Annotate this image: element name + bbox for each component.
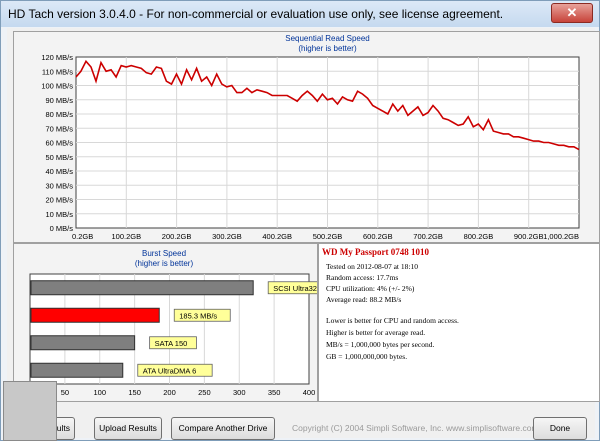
upload-results-button[interactable]: Upload Results [94,417,162,440]
seq-y-tick-label: 0 MB/s [50,224,74,233]
burst-bar-label-bg [149,336,197,350]
title-bar: HD Tach version 3.0.4.0 - For non-commer… [1,1,599,27]
seq-y-tick-label: 70 MB/s [45,124,73,133]
compare-drive-button[interactable]: Compare Another Drive [171,417,275,440]
seq-x-tick-label: 500.2GB [313,232,343,241]
seq-x-tick-label: 900.2GB [514,232,544,241]
sequential-read-chart: Sequential Read Speed(higher is better) 0… [41,34,580,241]
copyright-text: Copyright (C) 2004 Simpli Software, Inc.… [292,423,539,433]
burst-bar-label: SCSI Ultra320 [273,284,317,293]
seq-y-tick-label: 10 MB/s [45,210,73,219]
burst-chart-subtitle: (higher is better) [135,259,194,268]
burst-x-tick-label: 400 [303,388,316,397]
app-logo-icon [3,381,57,441]
seq-y-tick-label: 20 MB/s [45,196,73,205]
seq-y-tick-label: 60 MB/s [45,139,73,148]
seq-y-tick-label: 90 MB/s [45,96,73,105]
seq-y-tick-label: 120 MB/s [41,53,73,62]
seq-x-tick-label: 400.2GB [262,232,292,241]
seq-x-tick-label: 300.2GB [212,232,242,241]
seq-y-tick-label: 30 MB/s [45,181,73,190]
burst-bar-label: 185.3 MB/s [179,311,217,320]
window-title: HD Tach version 3.0.4.0 - For non-commer… [8,7,504,21]
client-area: Sequential Read Speed (higher is better) 0… [7,28,600,438]
burst-bar [30,335,136,351]
seq-x-tick-label: 200.2GB [162,232,192,241]
note-gb-def: GB = 1,000,000,000 bytes. [326,352,408,361]
seq-y-tick-label: 50 MB/s [45,153,73,162]
burst-bar [30,280,254,296]
info-cpu: CPU utilization: 4% (+/- 2%) [326,284,415,293]
burst-x-tick-label: 350 [268,388,281,397]
burst-chart-title: Burst Speed [142,249,186,258]
done-button[interactable]: Done [533,417,587,440]
seq-x-tick-label: 600.2GB [363,232,393,241]
seq-read-series-line [75,59,580,151]
seq-chart-title: Sequential Read Speed [285,34,370,43]
seq-chart-subtitle: (higher is better) [298,44,357,53]
seq-y-tick-label: 40 MB/s [45,167,73,176]
info-random-access: Random access: 17.7ms [326,273,399,282]
close-icon: ✕ [566,5,578,20]
burst-bar [30,307,160,323]
info-average-read: Average read: 88.2 MB/s [326,295,402,304]
burst-bar-label-bg [137,363,213,377]
note-lower-better: Lower is better for CPU and random acces… [326,316,459,325]
burst-speed-panel: Burst Speed(higher is better)05010015020… [13,243,339,402]
info-tested: Tested on 2012-08-07 at 18:10 [326,262,418,271]
drive-info-panel: WD My Passport 0748 1010 Tested on 2012-… [318,243,600,402]
drive-name: WD My Passport 0748 1010 [322,247,429,257]
burst-x-tick-label: 50 [61,388,69,397]
seq-x-tick-label: 700.2GB [413,232,443,241]
burst-speed-chart: Burst Speed(higher is better)05010015020… [28,249,339,397]
burst-bar-label: SATA 150 [155,339,188,348]
seq-x-tick-label: 0.2GB [72,232,93,241]
seq-x-tick-label: 800.2GB [464,232,494,241]
burst-bar-label: ATA UltraDMA 6 [143,366,197,375]
burst-x-tick-label: 150 [128,388,141,397]
note-higher-better: Higher is better for average read. [326,328,426,337]
seq-x-tick-label: 1,000.2GB [543,232,579,241]
burst-x-tick-label: 300 [233,388,246,397]
note-mbs-def: MB/s = 1,000,000 bytes per second. [326,340,435,349]
burst-x-tick-label: 100 [93,388,106,397]
burst-bar [30,362,124,378]
close-button[interactable]: ✕ [551,3,593,23]
burst-x-tick-label: 200 [163,388,176,397]
seq-y-tick-label: 100 MB/s [41,82,73,91]
burst-bar-label-bg [173,308,231,322]
seq-y-tick-label: 110 MB/s [42,67,73,76]
seq-y-tick-label: 80 MB/s [45,110,73,119]
seq-x-tick-label: 100.2GB [111,232,141,241]
burst-x-tick-label: 250 [198,388,211,397]
sequential-read-panel: Sequential Read Speed (higher is better) 0… [13,31,600,243]
